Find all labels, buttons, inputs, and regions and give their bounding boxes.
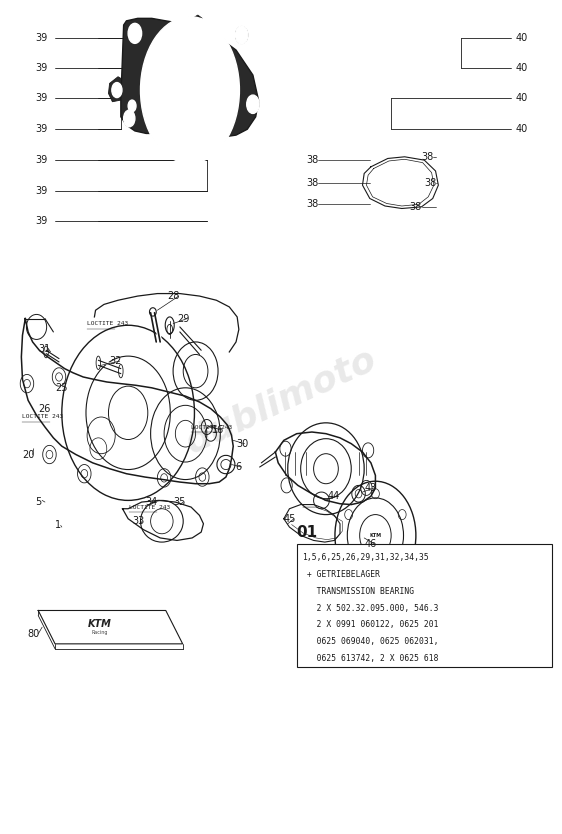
Text: 1: 1: [55, 520, 61, 530]
FancyBboxPatch shape: [297, 544, 552, 667]
Text: 44: 44: [327, 491, 339, 501]
Text: 34: 34: [145, 497, 157, 507]
Circle shape: [247, 95, 259, 113]
Text: 25: 25: [55, 383, 67, 393]
Text: 39: 39: [35, 155, 47, 165]
Text: 16: 16: [212, 425, 225, 435]
Text: 40: 40: [516, 33, 528, 43]
Polygon shape: [121, 18, 259, 138]
Text: KTM: KTM: [369, 533, 382, 538]
Text: LOCTITE 243: LOCTITE 243: [191, 425, 232, 430]
Text: 38: 38: [306, 178, 319, 188]
Text: 40: 40: [516, 124, 528, 134]
Text: 0625 069040, 0625 062031,: 0625 069040, 0625 062031,: [302, 637, 439, 646]
Text: 39: 39: [35, 93, 47, 103]
Text: 80: 80: [27, 629, 39, 639]
Text: 2 X 0991 060122, 0625 201: 2 X 0991 060122, 0625 201: [302, 620, 439, 630]
Circle shape: [112, 83, 122, 98]
Text: 1,5,6,25,26,29,31,32,34,35: 1,5,6,25,26,29,31,32,34,35: [302, 553, 429, 562]
Circle shape: [235, 26, 248, 44]
Text: + GETRIEBELAGER: + GETRIEBELAGER: [302, 570, 380, 579]
Text: 39: 39: [35, 124, 47, 134]
Text: 39: 39: [35, 63, 47, 73]
Text: 6: 6: [235, 462, 241, 472]
Text: 20: 20: [22, 450, 35, 460]
Text: 39: 39: [35, 216, 47, 226]
Text: KTM: KTM: [88, 619, 112, 629]
Text: 33: 33: [132, 516, 144, 526]
Text: 38: 38: [306, 155, 319, 165]
Text: 26: 26: [38, 404, 51, 414]
Polygon shape: [192, 15, 202, 22]
Circle shape: [210, 128, 220, 143]
Text: 38: 38: [306, 199, 319, 209]
Circle shape: [164, 128, 174, 143]
Text: 01: 01: [297, 525, 318, 540]
Text: 2 X 502.32.095.000, 546.3: 2 X 502.32.095.000, 546.3: [302, 604, 439, 612]
Text: Racing: Racing: [92, 630, 108, 635]
Text: 35: 35: [173, 497, 185, 507]
Text: LOCTITE 243: LOCTITE 243: [22, 414, 64, 420]
Polygon shape: [174, 17, 202, 35]
Text: 40: 40: [516, 93, 528, 103]
Text: 31: 31: [38, 344, 51, 354]
Text: 32: 32: [110, 356, 122, 366]
Text: 38: 38: [410, 202, 422, 212]
Text: 43: 43: [364, 483, 377, 493]
Text: 39: 39: [35, 33, 47, 43]
Text: 0625 613742, 2 X 0625 618: 0625 613742, 2 X 0625 618: [302, 654, 439, 663]
Text: dublimoto: dublimoto: [180, 341, 382, 460]
Text: 46: 46: [364, 539, 377, 549]
Text: 38: 38: [424, 178, 437, 188]
Text: 29: 29: [177, 314, 189, 324]
Text: TRANSMISSION BEARING: TRANSMISSION BEARING: [302, 586, 415, 595]
Text: LOCTITE 243: LOCTITE 243: [87, 321, 128, 326]
Text: 45: 45: [284, 514, 296, 524]
Text: 40: 40: [516, 63, 528, 73]
Text: 38: 38: [421, 152, 433, 162]
Circle shape: [124, 110, 135, 127]
Text: 5: 5: [35, 497, 41, 507]
Polygon shape: [108, 77, 126, 102]
Circle shape: [128, 100, 136, 112]
Circle shape: [140, 17, 239, 163]
Text: LOCTITE 243: LOCTITE 243: [129, 505, 170, 510]
Circle shape: [128, 23, 142, 43]
Text: 30: 30: [236, 439, 248, 449]
Text: 39: 39: [35, 186, 47, 196]
Text: 28: 28: [167, 291, 180, 301]
